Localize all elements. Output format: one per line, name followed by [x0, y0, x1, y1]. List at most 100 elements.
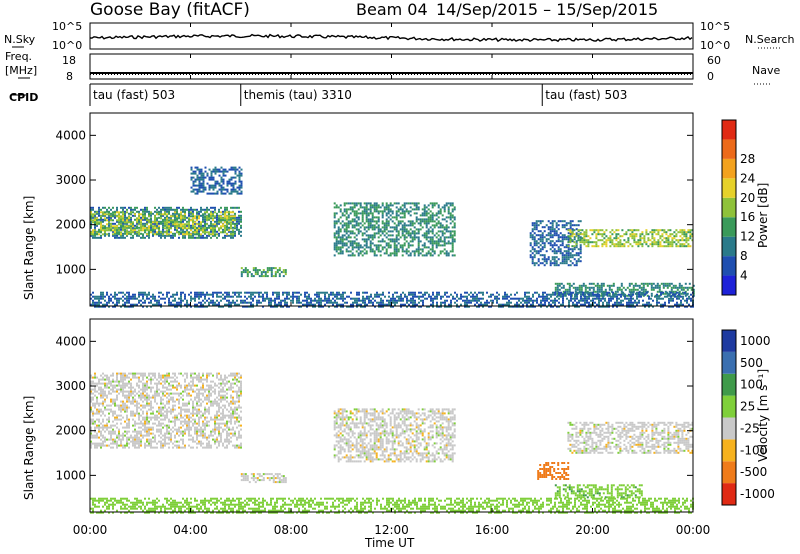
echo-cell — [208, 178, 211, 181]
echo-cell — [226, 221, 228, 224]
echo-cell — [198, 230, 200, 233]
echo-cell — [649, 239, 652, 242]
echo-cell — [626, 294, 629, 297]
echo-cell — [575, 260, 578, 263]
echo-cell — [337, 234, 340, 237]
echo-cell — [656, 284, 659, 287]
echo-cell — [420, 295, 422, 298]
echo-cell — [446, 295, 448, 298]
echo-cell — [559, 248, 562, 251]
echo-cell — [445, 220, 448, 223]
echo-cell — [498, 303, 500, 306]
echo-cell — [146, 293, 148, 296]
echo-cell — [395, 202, 398, 205]
echo-cell — [150, 212, 152, 215]
echo-cell — [208, 186, 211, 189]
echo-cell — [482, 293, 484, 296]
echo-cell — [604, 305, 606, 308]
echo-cell — [98, 210, 100, 213]
echo-cell — [690, 286, 693, 289]
echo-cell — [335, 246, 338, 249]
echo-cell — [152, 295, 154, 298]
echo-cell — [357, 244, 360, 247]
echo-cell — [660, 297, 662, 300]
echo-cell — [407, 210, 410, 213]
echo-cell — [278, 267, 281, 270]
echo-cell — [393, 226, 396, 229]
echo-cell — [508, 303, 510, 306]
echo-cell — [204, 223, 206, 226]
echo-cell — [618, 288, 621, 291]
echo-cell — [616, 303, 618, 306]
echo-cell — [278, 295, 280, 298]
echo-cell — [316, 299, 318, 302]
echo-cell — [653, 237, 656, 240]
echo-cell — [248, 305, 250, 308]
echo-cell — [290, 299, 292, 302]
echo-cell — [478, 305, 480, 308]
echo-cell — [160, 234, 162, 237]
echo-cell — [246, 305, 248, 308]
echo-cell — [367, 202, 370, 205]
echo-cell — [575, 224, 578, 227]
echo-cell — [413, 252, 416, 255]
echo-cell — [118, 406, 120, 409]
echo-cell — [170, 222, 172, 225]
echo-cell — [393, 242, 396, 245]
freq-tick-top: 18 — [62, 54, 76, 67]
echo-cell — [118, 418, 120, 421]
echo-cell — [100, 217, 102, 220]
echo-cell — [547, 256, 550, 259]
echo-cell — [530, 303, 532, 306]
echo-cell — [118, 404, 120, 407]
echo-cell — [375, 220, 378, 223]
echo-cell — [569, 237, 572, 240]
echo-cell — [374, 295, 376, 298]
echo-cell — [435, 218, 438, 221]
echo-cell — [214, 208, 216, 211]
echo-cell — [112, 438, 114, 441]
echo-cell — [236, 168, 239, 171]
echo-cell — [383, 252, 386, 255]
echo-cell — [98, 303, 100, 306]
echo-cell — [562, 284, 565, 287]
echo-cell — [549, 260, 552, 263]
echo-cell — [234, 227, 236, 230]
echo-cell — [192, 170, 195, 173]
echo-cell — [214, 301, 216, 304]
echo-cell — [409, 206, 412, 209]
echo-cell — [110, 408, 112, 411]
echo-cell — [571, 256, 574, 259]
echo-cell — [120, 225, 122, 228]
echo-cell — [369, 240, 372, 243]
echo-cell — [116, 434, 118, 437]
echo-cell — [202, 236, 204, 239]
echo-cell — [326, 299, 328, 302]
echo-cell — [114, 291, 116, 294]
echo-cell — [340, 293, 342, 296]
echo-cell — [401, 250, 404, 253]
echo-cell — [556, 282, 559, 285]
echo-cell — [246, 297, 248, 300]
echo-cell — [432, 303, 434, 306]
echo-cell — [405, 228, 408, 231]
echo-cell — [224, 168, 227, 171]
echo-cell — [140, 219, 142, 222]
echo-cell — [178, 297, 180, 300]
echo-cell — [486, 301, 488, 304]
echo-cell — [361, 206, 364, 209]
echo-cell — [268, 267, 271, 270]
echo-cell — [411, 244, 414, 247]
echo-cell — [126, 229, 128, 232]
echo-cell — [368, 299, 370, 302]
echo-cell — [568, 288, 571, 291]
echo-cell — [566, 297, 568, 300]
echo-cell — [274, 297, 276, 300]
echo-cell — [541, 236, 544, 239]
echo-cell — [222, 223, 224, 226]
echo-cell — [228, 299, 230, 302]
echo-cell — [618, 303, 620, 306]
echo-cell — [407, 212, 410, 215]
echo-cell — [617, 237, 620, 240]
echo-cell — [468, 305, 470, 308]
